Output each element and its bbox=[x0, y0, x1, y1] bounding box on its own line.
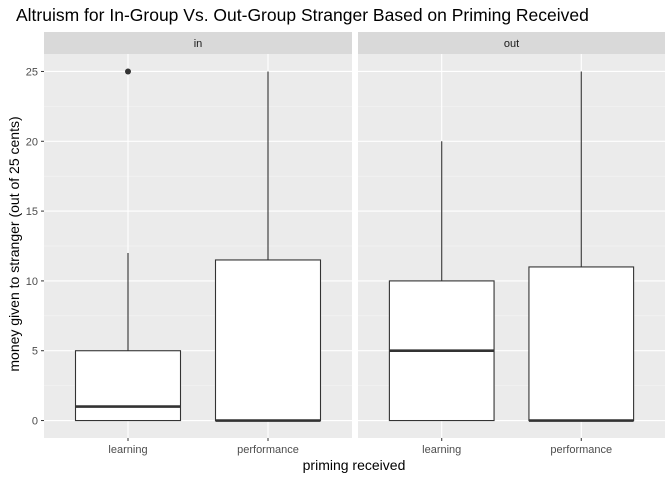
y-tick-label: 5 bbox=[32, 346, 38, 358]
x-tick-label: learning bbox=[108, 444, 147, 456]
facet-strip-out bbox=[358, 32, 665, 54]
y-tick-label: 0 bbox=[32, 416, 38, 428]
y-tick-label: 25 bbox=[26, 66, 38, 78]
chart-title: Altruism for In-Group Vs. Out-Group Stra… bbox=[16, 5, 589, 25]
facet-strip-label: out bbox=[504, 38, 519, 50]
box-body bbox=[214, 259, 322, 422]
outlier-point bbox=[125, 68, 131, 75]
facet-strip-in bbox=[44, 32, 352, 54]
box-body bbox=[74, 350, 182, 422]
x-tick-label: performance bbox=[550, 444, 612, 456]
box-in-learning bbox=[74, 68, 182, 422]
y-tick-label: 20 bbox=[26, 136, 38, 148]
x-axis-title: priming received bbox=[303, 457, 406, 473]
box-out-learning bbox=[388, 141, 495, 422]
y-tick-label: 10 bbox=[26, 276, 38, 288]
y-tick-label: 15 bbox=[26, 206, 38, 218]
plot-area: in learning performance out learning performa… bbox=[26, 32, 665, 456]
y-axis-title: money given to stranger (out of 25 cents… bbox=[6, 116, 22, 371]
box-out-performance bbox=[528, 71, 635, 422]
box-body bbox=[528, 266, 635, 422]
facet-strip-label: in bbox=[194, 38, 203, 50]
box-in-performance bbox=[214, 71, 322, 422]
x-tick-label: performance bbox=[237, 444, 299, 456]
x-tick-label: learning bbox=[422, 444, 461, 456]
